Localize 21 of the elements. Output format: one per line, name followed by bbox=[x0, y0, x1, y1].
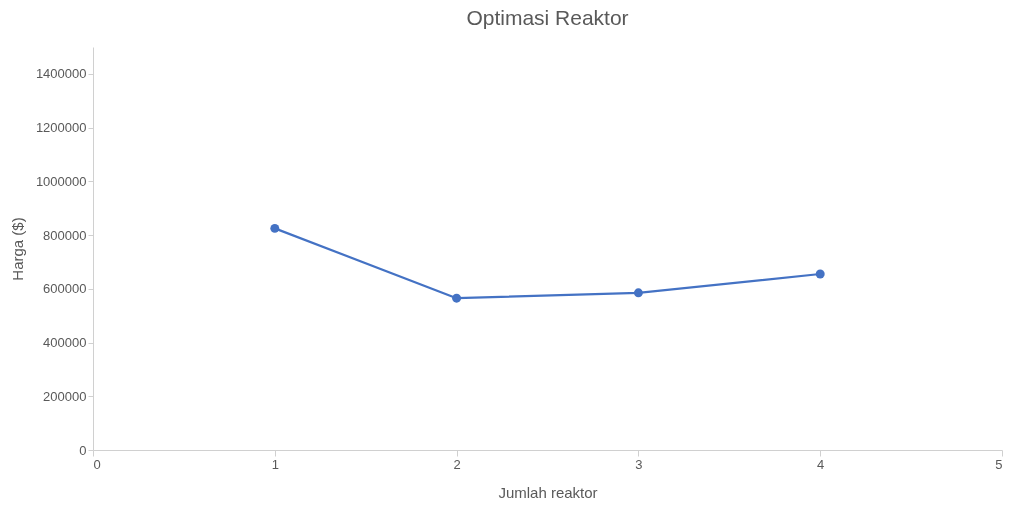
x-tick-label: 4 bbox=[817, 456, 825, 472]
y-tick-label: 400000 bbox=[43, 335, 87, 351]
point bbox=[633, 288, 643, 298]
y-tick-label: 1000000 bbox=[35, 173, 87, 189]
y-tick-label: 600000 bbox=[43, 281, 87, 297]
x-tick-label: 2 bbox=[453, 456, 461, 472]
y-tick-label: 1400000 bbox=[35, 66, 87, 82]
y-tick-label: 800000 bbox=[43, 227, 87, 243]
x-axis-title: Jumlah reaktor bbox=[498, 483, 598, 501]
x-tick-label: 0 bbox=[93, 456, 101, 472]
x-tick-label: 3 bbox=[635, 456, 643, 472]
point bbox=[270, 223, 280, 233]
chart-title: Optimasi Reaktor bbox=[466, 6, 629, 29]
y-tick-label: 0 bbox=[79, 442, 87, 458]
y-axis-title: Harga ($) bbox=[8, 217, 26, 281]
point bbox=[815, 269, 825, 279]
x-tick-label: 1 bbox=[271, 456, 279, 472]
x-tick-label: 5 bbox=[995, 456, 1003, 472]
y-tick-label: 200000 bbox=[43, 388, 87, 404]
y-tick-label: 1200000 bbox=[35, 120, 87, 136]
point bbox=[452, 293, 462, 303]
